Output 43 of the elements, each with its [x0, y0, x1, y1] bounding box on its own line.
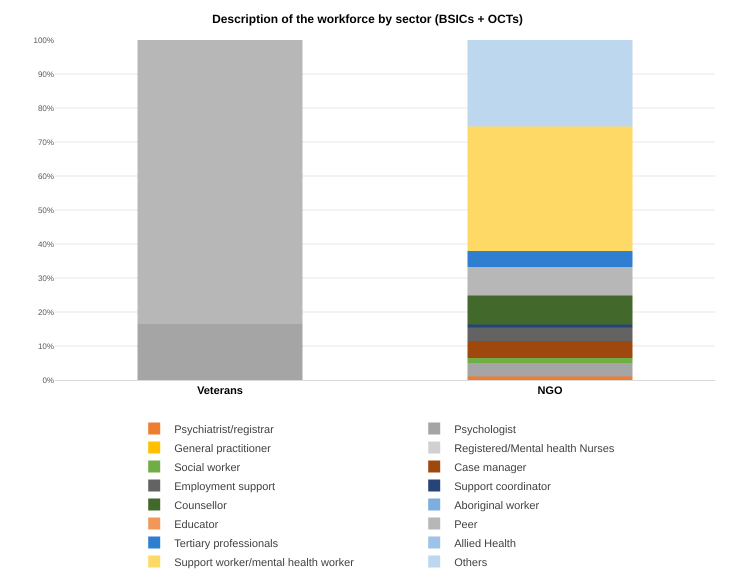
- bar: [468, 340, 632, 358]
- y-tick-label: 90%: [38, 70, 54, 79]
- legend-label: Case manager: [454, 462, 527, 474]
- x-tick-label: Veterans: [197, 385, 243, 398]
- y-tick-label: 30%: [38, 274, 54, 283]
- bar: [138, 40, 302, 324]
- y-tick-label: 40%: [38, 240, 54, 249]
- legend-label: Psychologist: [454, 424, 516, 436]
- legend-label: Psychiatrist/registrar: [174, 424, 274, 436]
- bar: [468, 267, 632, 296]
- legend-label: Allied Health: [454, 538, 516, 550]
- legend-label: Support worker/mental health worker: [174, 556, 354, 569]
- legend-label: General practitioner: [174, 442, 272, 455]
- legend-label: Support coordinator: [454, 480, 552, 493]
- bar: [468, 358, 632, 363]
- legend-label: Peer: [454, 518, 478, 531]
- y-tick-label: 10%: [38, 342, 54, 351]
- bar: [468, 324, 632, 328]
- legend-label: Aboriginal worker: [454, 500, 540, 512]
- bar: [468, 363, 632, 377]
- bar: [468, 376, 632, 380]
- y-tick-label: 100%: [34, 36, 54, 45]
- x-tick-label: NGO: [537, 385, 563, 398]
- y-tick-label: 60%: [38, 172, 54, 181]
- legend-label: Registered/Mental health Nurses: [454, 442, 615, 455]
- legend-label: Educator: [174, 518, 219, 531]
- chart-title: Description of the workforce by sector (BSICs + OCTs): [212, 12, 523, 26]
- y-tick-label: 80%: [38, 104, 54, 113]
- legend-label: Tertiary professionals: [174, 538, 279, 550]
- bar: [138, 324, 302, 380]
- legend-label: Social worker: [174, 462, 241, 474]
- y-tick-label: 0%: [42, 376, 54, 385]
- legend-label: Employment support: [174, 480, 276, 493]
- bar: [468, 251, 632, 268]
- bar: [468, 327, 632, 341]
- y-tick-label: 70%: [38, 138, 54, 147]
- bar: [468, 40, 632, 126]
- legend-label: Counsellor: [174, 500, 228, 512]
- y-tick-label: 20%: [38, 308, 54, 317]
- bar: [468, 295, 632, 325]
- legend-label: Others: [454, 556, 488, 569]
- bar: [468, 126, 632, 252]
- y-tick-label: 50%: [38, 206, 54, 215]
